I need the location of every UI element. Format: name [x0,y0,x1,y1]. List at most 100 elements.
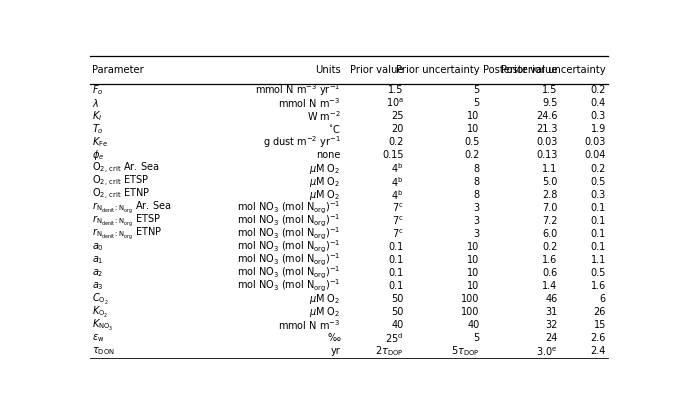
Text: $K_{\rm NO_3}$: $K_{\rm NO_3}$ [92,318,114,333]
Text: 2$\tau_{\rm DOP}$: 2$\tau_{\rm DOP}$ [375,345,403,358]
Text: 2.6: 2.6 [591,333,606,343]
Text: 0.03: 0.03 [584,137,606,147]
Text: 0.2: 0.2 [542,242,557,252]
Text: 25$^{\rm d}$: 25$^{\rm d}$ [386,332,403,345]
Text: 9.5: 9.5 [542,98,557,108]
Text: 40: 40 [391,320,403,330]
Text: 5.0: 5.0 [542,177,557,187]
Text: $r_{\rm N_{denit}:N_{org}}$ ETSP: $r_{\rm N_{denit}:N_{org}}$ ETSP [92,213,161,229]
Text: Posterior value: Posterior value [483,65,557,75]
Text: 3.0$^{\rm e}$: 3.0$^{\rm e}$ [536,345,557,358]
Text: $\mu$M O$_2$: $\mu$M O$_2$ [309,305,340,319]
Text: g dust m$^{-2}$ yr$^{-1}$: g dust m$^{-2}$ yr$^{-1}$ [262,135,340,150]
Text: 3: 3 [473,229,480,239]
Text: 32: 32 [545,320,557,330]
Text: 25: 25 [391,111,403,121]
Text: Prior value: Prior value [350,65,403,75]
Text: 7$^{\rm c}$: 7$^{\rm c}$ [392,228,403,240]
Text: 46: 46 [545,294,557,304]
Text: 24.6: 24.6 [536,111,557,121]
Text: mol NO$_3$ (mol N$_{\rm org})^{-1}$: mol NO$_3$ (mol N$_{\rm org})^{-1}$ [237,226,340,242]
Text: mol NO$_3$ (mol N$_{\rm org})^{-1}$: mol NO$_3$ (mol N$_{\rm org})^{-1}$ [237,265,340,281]
Text: $r_{\rm N_{denit}:N_{org}}$ Ar. Sea: $r_{\rm N_{denit}:N_{org}}$ Ar. Sea [92,200,172,216]
Text: 7.0: 7.0 [542,203,557,213]
Text: $\lambda$: $\lambda$ [92,97,99,109]
Text: 1.1: 1.1 [591,255,606,265]
Text: 0.1: 0.1 [388,255,403,265]
Text: 0.3: 0.3 [591,111,606,121]
Text: 0.2: 0.2 [388,137,403,147]
Text: 2.8: 2.8 [542,190,557,200]
Text: O$_{2,\,{\rm crit}}$ ETNP: O$_{2,\,{\rm crit}}$ ETNP [92,187,151,202]
Text: $r_{\rm N_{denit}:N_{org}}$ ETNP: $r_{\rm N_{denit}:N_{org}}$ ETNP [92,226,163,242]
Text: 0.03: 0.03 [536,137,557,147]
Text: 5: 5 [473,98,480,108]
Text: $\mu$M O$_2$: $\mu$M O$_2$ [309,292,340,306]
Text: 0.13: 0.13 [536,151,557,160]
Text: 0.15: 0.15 [382,151,403,160]
Text: $\phi_e$: $\phi_e$ [92,149,104,162]
Text: mmol N m$^{-3}$ yr$^{-1}$: mmol N m$^{-3}$ yr$^{-1}$ [255,82,340,98]
Text: $\mu$M O$_2$: $\mu$M O$_2$ [309,175,340,189]
Text: O$_{2,\,{\rm crit}}$ Ar. Sea: O$_{2,\,{\rm crit}}$ Ar. Sea [92,161,159,176]
Text: $K_{\rm Fe}$: $K_{\rm Fe}$ [92,135,108,149]
Text: 50: 50 [391,294,403,304]
Text: 0.1: 0.1 [591,229,606,239]
Text: 10: 10 [467,242,480,252]
Text: 0.5: 0.5 [591,268,606,278]
Text: ‰: ‰ [327,333,340,343]
Text: 6: 6 [600,294,606,304]
Text: $a_0$: $a_0$ [92,241,104,253]
Text: mmol N m$^{-3}$: mmol N m$^{-3}$ [278,318,340,332]
Text: 0.1: 0.1 [388,242,403,252]
Text: $^{\circ}$C: $^{\circ}$C [327,123,340,135]
Text: 10: 10 [467,281,480,291]
Text: $a_3$: $a_3$ [92,280,104,292]
Text: Units: Units [315,65,340,75]
Text: mol NO$_3$ (mol N$_{\rm org})^{-1}$: mol NO$_3$ (mol N$_{\rm org})^{-1}$ [237,278,340,294]
Text: 1.6: 1.6 [591,281,606,291]
Text: 0.1: 0.1 [591,216,606,226]
Text: mmol N m$^{-3}$: mmol N m$^{-3}$ [278,96,340,110]
Text: O$_{2,\,{\rm crit}}$ ETSP: O$_{2,\,{\rm crit}}$ ETSP [92,174,149,189]
Text: 4$^{\rm b}$: 4$^{\rm b}$ [391,175,403,189]
Text: 1.6: 1.6 [542,255,557,265]
Text: 1.5: 1.5 [388,85,403,95]
Text: 26: 26 [594,307,606,317]
Text: 0.3: 0.3 [591,190,606,200]
Text: Parameter: Parameter [92,65,144,75]
Text: 5: 5 [473,85,480,95]
Text: 7.2: 7.2 [542,216,557,226]
Text: 100: 100 [461,294,480,304]
Text: 5$\tau_{\rm DOP}$: 5$\tau_{\rm DOP}$ [452,345,480,358]
Text: 0.4: 0.4 [591,98,606,108]
Text: 7$^{\rm c}$: 7$^{\rm c}$ [392,202,403,214]
Text: 3: 3 [473,203,480,213]
Text: mol NO$_3$ (mol N$_{\rm org})^{-1}$: mol NO$_3$ (mol N$_{\rm org})^{-1}$ [237,239,340,255]
Text: 8: 8 [473,190,480,200]
Text: $a_1$: $a_1$ [92,254,104,266]
Text: 8: 8 [473,164,480,174]
Text: 100: 100 [461,307,480,317]
Text: 0.5: 0.5 [591,177,606,187]
Text: W m$^{-2}$: W m$^{-2}$ [307,109,340,123]
Text: $C_{\rm O_2}$: $C_{\rm O_2}$ [92,292,109,307]
Text: 4$^{\rm b}$: 4$^{\rm b}$ [391,188,403,202]
Text: 20: 20 [391,124,403,135]
Text: mol NO$_3$ (mol N$_{\rm org})^{-1}$: mol NO$_3$ (mol N$_{\rm org})^{-1}$ [237,213,340,229]
Text: 0.04: 0.04 [584,151,606,160]
Text: 10: 10 [467,268,480,278]
Text: 15: 15 [594,320,606,330]
Text: 0.2: 0.2 [591,164,606,174]
Text: 21.3: 21.3 [536,124,557,135]
Text: 4$^{\rm b}$: 4$^{\rm b}$ [391,162,403,175]
Text: 1.4: 1.4 [542,281,557,291]
Text: $\epsilon_{\rm w}$: $\epsilon_{\rm w}$ [92,332,104,344]
Text: 0.5: 0.5 [464,137,480,147]
Text: 0.1: 0.1 [591,242,606,252]
Text: Posterior uncertainty: Posterior uncertainty [501,65,606,75]
Text: $\mu$M O$_2$: $\mu$M O$_2$ [309,162,340,176]
Text: 31: 31 [545,307,557,317]
Text: $F_o$: $F_o$ [92,83,104,97]
Text: $K_I$: $K_I$ [92,109,102,123]
